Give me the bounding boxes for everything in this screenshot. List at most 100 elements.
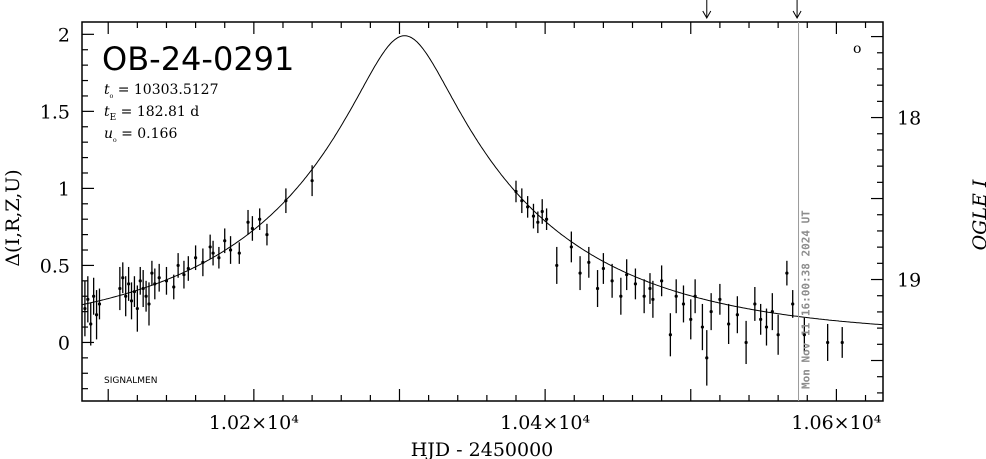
data-point [514,189,518,194]
data-point [689,317,693,321]
plot-frame [81,21,884,402]
parameter-1: tE = 182.81 d [104,104,199,123]
data-point [770,310,774,314]
x-tick-label: 1.06×10⁴ [791,412,881,434]
data-point [544,217,549,221]
data-point [135,306,139,311]
data-point [718,297,722,301]
y-right-tick-label: 19 [897,270,921,292]
y-tick-label: 2 [58,24,70,46]
data-point [727,322,731,326]
data-point [118,286,122,291]
data-point [776,333,780,337]
data-point [193,256,198,260]
data-point [625,273,629,277]
data-point [681,302,686,306]
data-point [595,286,600,291]
arrow-head-1 [792,10,802,20]
data-point [144,294,148,298]
data-point [826,340,830,345]
data-point [186,266,190,271]
y-tick-label: 1.5 [40,101,70,123]
x-tick-label: 1.02×10⁴ [209,412,299,434]
data-point [753,302,757,306]
data-point [172,285,176,289]
data-point [648,286,652,291]
data-point [153,282,157,286]
y-tick-label: 1 [58,178,70,200]
signalmen-annotation: SIGNALMEN [104,376,157,386]
ticks-group [82,22,883,401]
x-axis-label: HJD - 2450000 [411,439,554,459]
event-title: OB-24-0291 [102,40,294,78]
data-point [531,214,536,218]
data-point [250,226,254,231]
data-point [201,260,205,264]
y-tick-label: 0 [58,332,70,354]
data-point [127,282,131,286]
data-point [208,245,212,249]
data-point [660,279,664,283]
data-point [555,263,559,268]
data-point [569,245,573,249]
marker-label: o [853,41,861,57]
data-point [150,271,154,275]
parameter-0: t₀ = 10303.5127 [104,82,219,101]
data-point [258,217,262,221]
arrow-head-0 [702,10,712,20]
plot-border [81,21,884,402]
data-point [587,260,591,264]
data-point [651,297,655,301]
data-point [129,299,134,303]
data-point [540,209,544,214]
data-point [785,271,789,275]
data-point [121,276,125,280]
x-tick-label: 1.04×10⁴ [500,412,590,434]
data-point [147,302,151,306]
model-curve [81,35,884,326]
data-point [764,325,769,329]
date-stamp-text: Mon Nov 11 16:00:38 2024 UT [800,210,813,389]
data-point [217,256,221,260]
data-point [97,302,102,306]
data-point [164,279,169,283]
data-point [176,263,180,268]
data-point [759,317,763,321]
data-point [83,306,87,311]
data-point [744,340,748,345]
parameter-2: u₀ = 0.166 [104,126,177,145]
data-point [536,220,540,224]
data-point [526,205,530,209]
data-point [132,290,137,294]
data-point [138,279,142,283]
data-point [265,233,269,237]
data-point [520,199,524,203]
data-point [237,251,241,255]
data-point [693,294,697,298]
data-point [86,297,90,301]
data-point [223,239,227,243]
data-point [310,179,314,183]
data-point [705,356,709,360]
data-point [94,313,99,317]
data-point [92,294,96,298]
y-tick-label: 0.5 [40,255,70,277]
data-point [284,199,288,203]
data-point [141,286,145,291]
y-axis-label: Δ(I,R,Z,U) [2,169,24,266]
data-point [610,279,614,283]
data-point [802,333,806,337]
data-points-group [83,165,844,386]
data-point [700,325,705,329]
data-point [124,294,128,298]
data-point [246,220,250,224]
data-point [89,322,93,326]
data-point [578,271,582,275]
labels-group: 1.02×10⁴ 1.04×10⁴ 1.06×10⁴ 0 0.5 1 1.5 2 18 19 t₀ … [40,0,921,434]
data-point [228,248,233,252]
data-point [601,266,605,271]
y-axis-right-label: OGLE I [969,179,986,250]
data-point [182,273,186,277]
data-point [157,276,161,280]
